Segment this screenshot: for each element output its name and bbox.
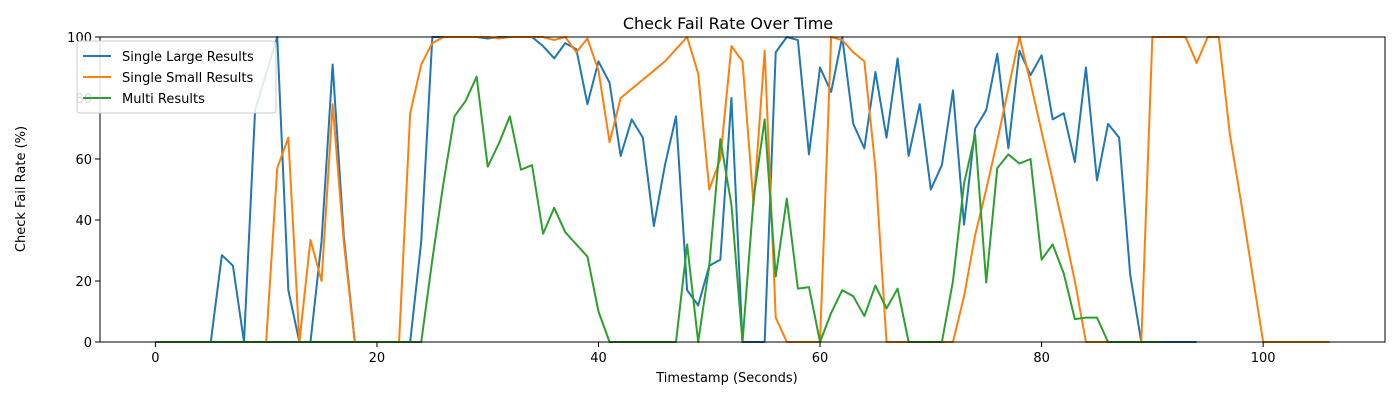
y-tick-label: 20 [75,275,92,290]
x-tick-label: 40 [590,351,607,366]
legend: Single Large Results Single Small Results… [76,40,277,114]
x-tick-label: 0 [151,351,159,366]
y-tick-label: 0 [84,336,92,351]
y-tick-label: 60 [75,153,92,168]
x-tick-label: 60 [812,351,829,366]
plot-area [155,36,1330,343]
x-tick-label: 80 [1033,351,1050,366]
legend-label: Single Small Results [122,71,254,86]
legend-label: Multi Results [122,92,205,107]
series-line-single-large-results [155,36,1197,343]
axes: 020406080100020406080100 [67,31,1275,366]
legend-box [76,40,277,114]
legend-label: Single Large Results [122,50,254,65]
y-axis-label: Check Fail Rate (%) [14,126,29,252]
plot-frame [99,36,1386,343]
y-tick-label: 40 [75,214,92,229]
x-axis-label: Timestamp (Seconds) [655,371,797,386]
x-tick-label: 20 [369,351,386,366]
chart-title: Check Fail Rate Over Time [623,14,833,33]
x-tick-label: 100 [1251,351,1276,366]
